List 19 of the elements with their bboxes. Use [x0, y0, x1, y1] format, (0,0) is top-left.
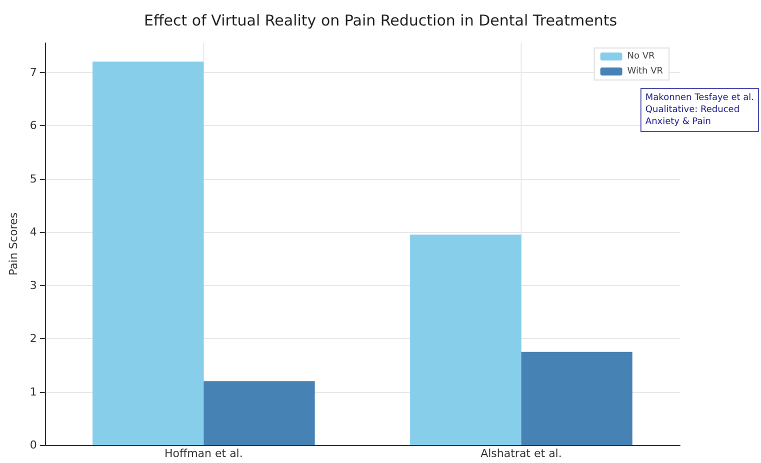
y-tick-label: 4: [30, 226, 37, 239]
annotation: Makonnen Tesfaye et al. Qualitative: Reduced Anxiety & Pain: [645, 93, 754, 127]
y-tick-label: 5: [30, 172, 37, 186]
y-tick-label: 0: [30, 438, 37, 452]
bar: [410, 234, 522, 445]
chart-title: Effect of Virtual Reality on Pain Reduction in Dental Treatments: [144, 12, 618, 30]
y-tick-label: 1: [30, 385, 37, 398]
y-tick-label: 7: [30, 66, 37, 79]
bar: [521, 352, 632, 445]
x-tick-label: Hoffman et al.: [164, 447, 243, 460]
legend-label: With VR: [627, 66, 664, 76]
bar: [204, 381, 315, 445]
bar: [92, 62, 204, 445]
x-tick-label: Alshatrat et al.: [480, 447, 562, 460]
y-tick-label: 6: [30, 119, 37, 132]
legend-label: No VR: [627, 52, 655, 62]
y-axis-title: Pain Scores: [7, 212, 20, 276]
y-tick-label: 2: [30, 332, 37, 346]
y-tick-label: 3: [30, 278, 37, 292]
